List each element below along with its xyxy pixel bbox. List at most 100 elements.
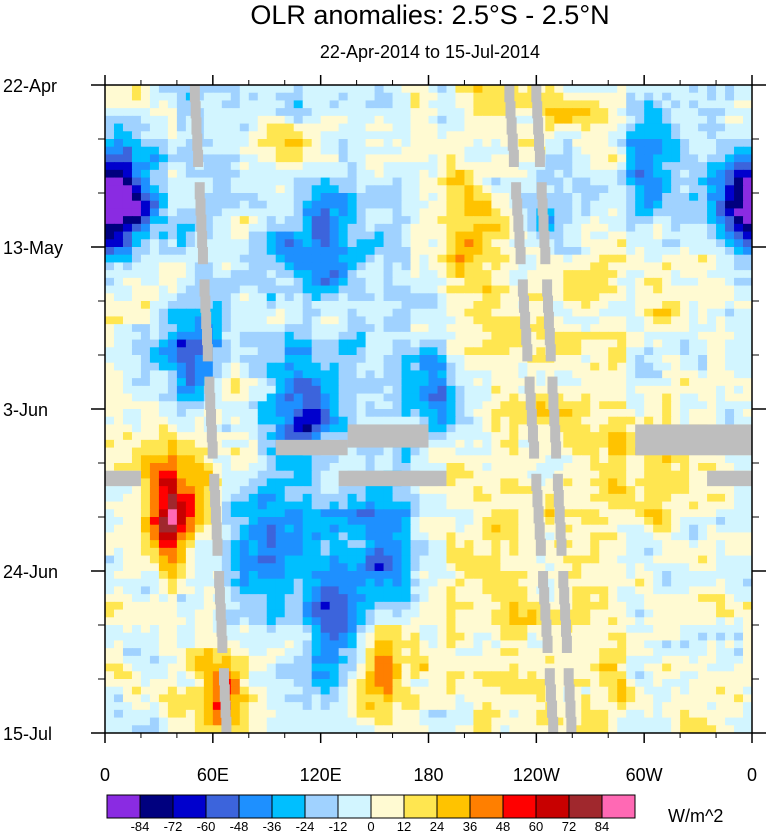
heatmap-cell [446, 339, 457, 348]
heatmap-cell [122, 409, 133, 418]
heatmap-cell [482, 131, 493, 140]
heatmap-cell [743, 316, 752, 325]
heatmap-cell [455, 478, 466, 487]
heatmap-cell [203, 169, 214, 179]
heatmap-cell [410, 339, 421, 348]
heatmap-cell [707, 193, 717, 202]
heatmap-cell [635, 524, 645, 534]
heatmap-cell [239, 609, 250, 618]
heatmap-cell [122, 563, 133, 572]
heatmap-cell [707, 540, 717, 549]
heatmap-cell [734, 401, 744, 410]
heatmap-cell [302, 571, 313, 580]
heatmap-cell [500, 216, 510, 225]
heatmap-cell [221, 324, 232, 333]
heatmap-cell [527, 123, 537, 132]
heatmap-cell [734, 455, 744, 464]
heatmap-cell [644, 193, 654, 202]
heatmap-cell [554, 362, 564, 372]
heatmap-cell [644, 393, 654, 402]
heatmap-cell [257, 532, 268, 541]
heatmap-cell [464, 362, 475, 372]
heatmap-cell [473, 254, 484, 264]
heatmap-cell [644, 601, 654, 611]
heatmap-cell [167, 547, 178, 557]
heatmap-cell [122, 385, 133, 395]
heatmap-cell [284, 517, 295, 526]
heatmap-cell [167, 216, 178, 225]
heatmap-cell [581, 355, 591, 364]
heatmap-cell [644, 339, 654, 348]
heatmap-cell [671, 223, 681, 233]
heatmap-cell [698, 524, 708, 534]
heatmap-cell [176, 586, 187, 595]
heatmap-cell [626, 393, 636, 402]
heatmap-cell [599, 177, 609, 186]
heatmap-cell [662, 154, 672, 163]
heatmap-cell [311, 362, 322, 372]
heatmap-cell [419, 162, 430, 171]
heatmap-cell [203, 146, 214, 156]
heatmap-cell [257, 571, 268, 580]
heatmap-cell [698, 131, 708, 140]
heatmap-cell [410, 540, 421, 549]
heatmap-cell [410, 108, 421, 117]
heatmap-cell [311, 308, 322, 318]
heatmap-cell [599, 362, 609, 372]
heatmap-cell [311, 555, 322, 564]
heatmap-cell [482, 609, 493, 618]
heatmap-cell [635, 277, 645, 287]
heatmap-cell [572, 362, 582, 372]
heatmap-cell [608, 385, 618, 395]
heatmap-cell [626, 409, 636, 418]
heatmap-cell [437, 277, 448, 287]
heatmap-cell [707, 162, 717, 171]
heatmap-cell [257, 509, 268, 518]
heatmap-cell [626, 316, 636, 325]
heatmap-cell [347, 370, 358, 379]
heatmap-cell [383, 123, 394, 132]
heatmap-cell [590, 262, 600, 271]
heatmap-cell [347, 524, 358, 534]
heatmap-cell [635, 177, 645, 186]
heatmap-cell [437, 92, 448, 102]
heatmap-cell [734, 385, 744, 395]
heatmap-cell [176, 162, 187, 171]
heatmap-cell [302, 308, 313, 318]
heatmap-cell [338, 509, 349, 518]
heatmap-cell [230, 139, 241, 148]
heatmap-cell [464, 277, 475, 287]
heatmap-cell [392, 146, 403, 156]
heatmap-cell [131, 540, 142, 549]
heatmap-cell [572, 524, 582, 534]
heatmap-cell [617, 563, 627, 572]
heatmap-cell [284, 401, 295, 410]
heatmap-cell [293, 239, 304, 248]
heatmap-cell [158, 301, 169, 310]
heatmap-cell [203, 517, 214, 526]
heatmap-cell [383, 586, 394, 595]
heatmap-cell [410, 231, 421, 240]
heatmap-cell [680, 169, 690, 179]
heatmap-cell [392, 609, 403, 618]
heatmap-cell [500, 362, 510, 372]
heatmap-cell [419, 370, 430, 379]
heatmap-cell [338, 594, 349, 603]
heatmap-cell [428, 586, 439, 595]
heatmap-cell [455, 231, 466, 240]
heatmap-cell [491, 231, 501, 240]
heatmap-cell [707, 416, 717, 426]
heatmap-cell [266, 571, 277, 580]
heatmap-cell [230, 162, 241, 171]
heatmap-cell [149, 177, 160, 186]
heatmap-cell [581, 555, 591, 564]
heatmap-cell [347, 285, 358, 294]
heatmap-cell [383, 270, 394, 279]
heatmap-cell [608, 378, 618, 387]
heatmap-cell [599, 208, 609, 217]
heatmap-cell [329, 231, 340, 240]
heatmap-cell [599, 409, 609, 418]
heatmap-cell [221, 216, 232, 225]
heatmap-cell [365, 277, 376, 287]
heatmap-cell [122, 239, 133, 248]
